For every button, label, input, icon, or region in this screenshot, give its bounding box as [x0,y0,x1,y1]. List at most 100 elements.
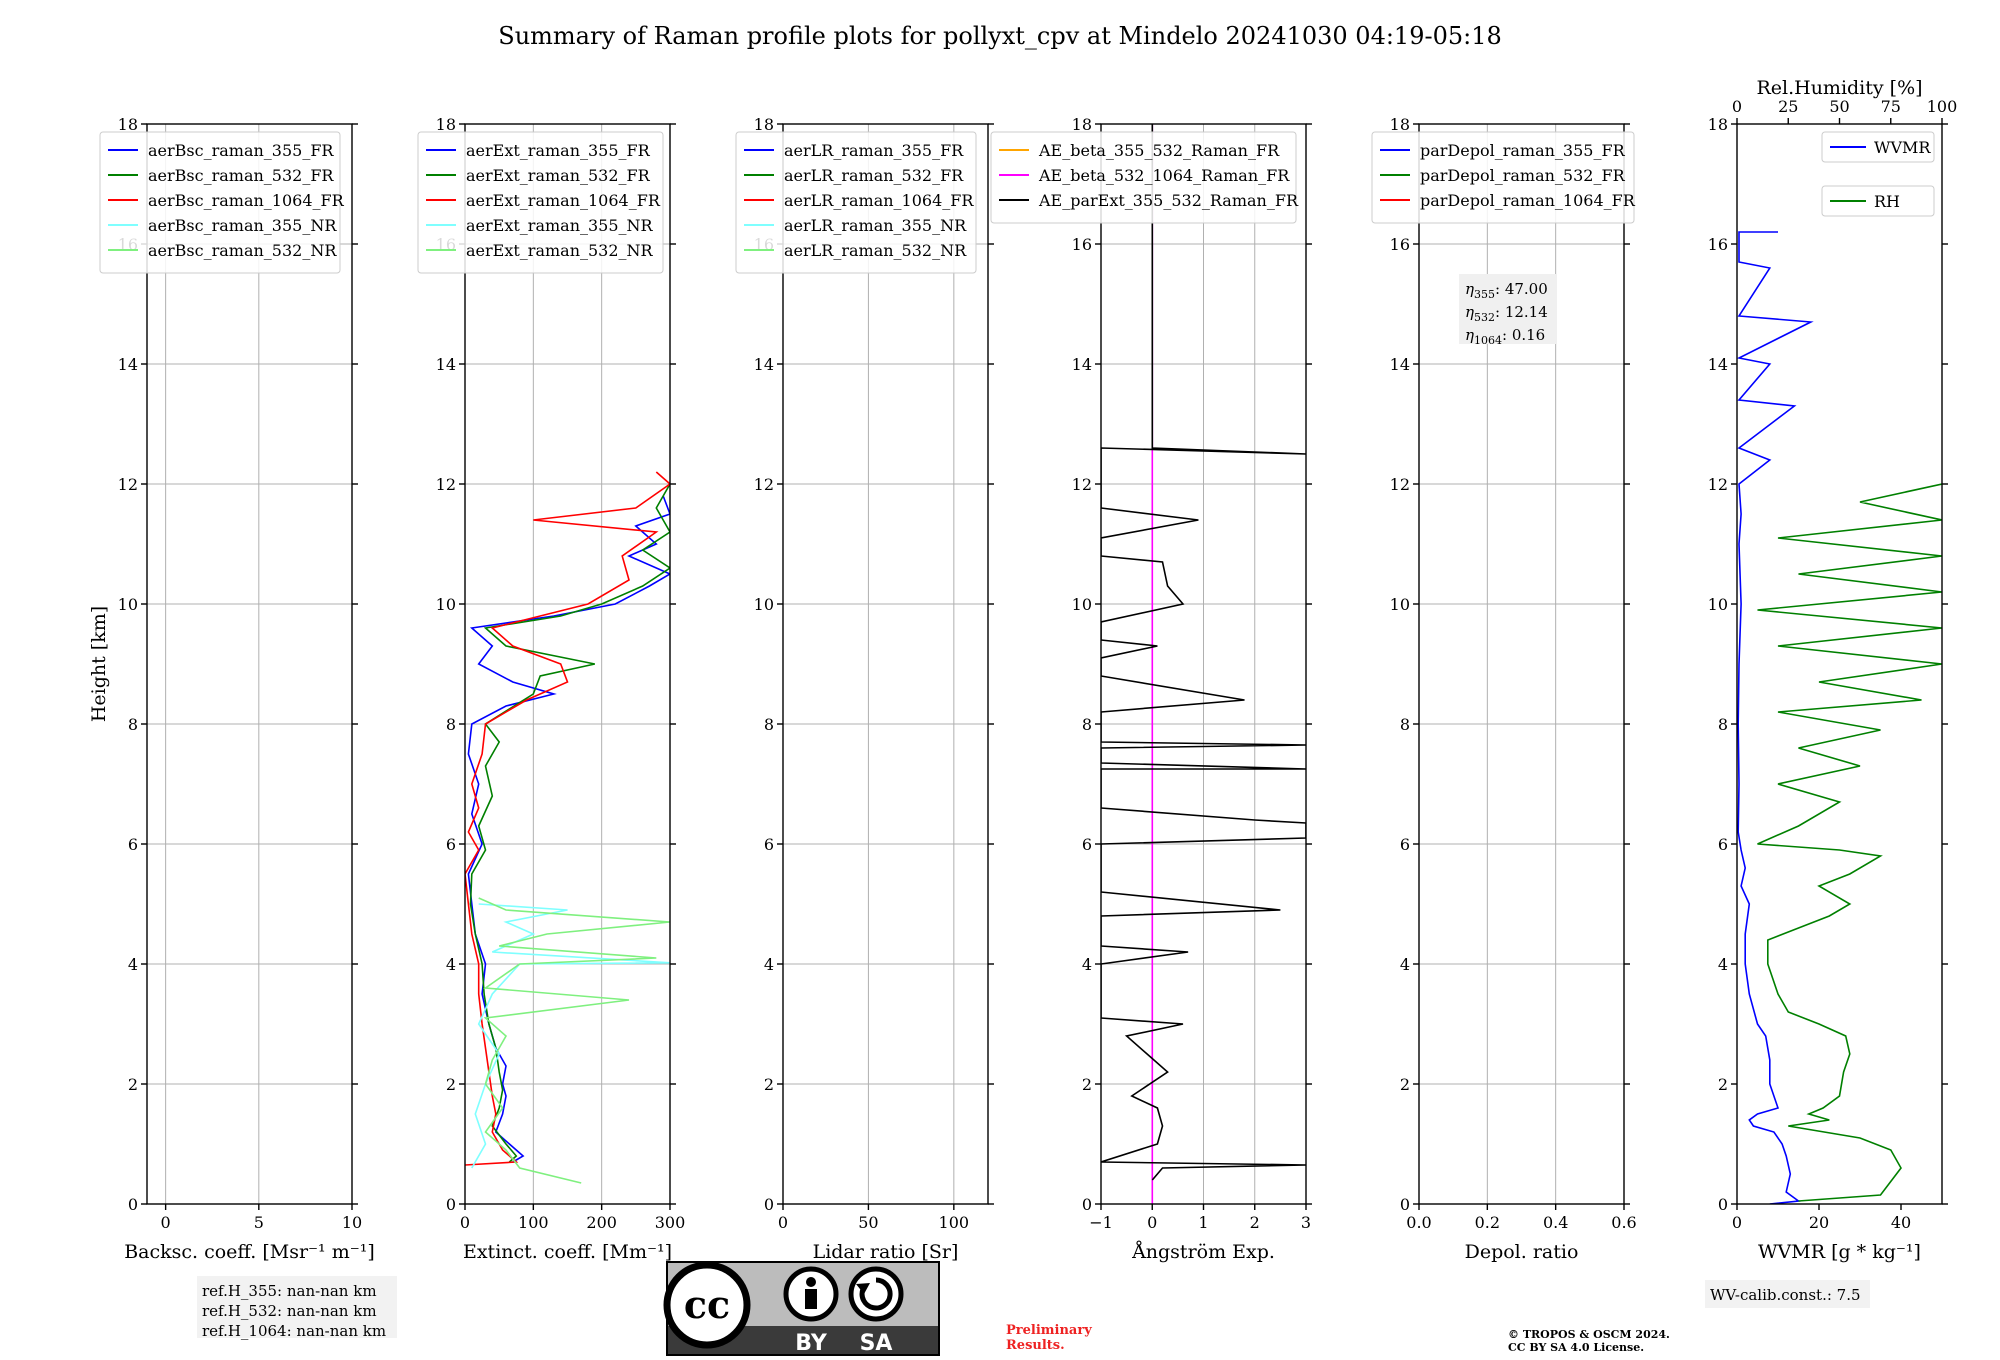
yaxis-label: Height [km] [88,606,110,722]
share-alike-icon [848,1266,904,1322]
xaxis-label: Ångström Exp. [1131,1241,1275,1263]
legend-box [990,131,1297,224]
ytick-label: 0 [128,1195,138,1214]
ref-height-355: ref.H_355: nan-nan km [202,1282,377,1300]
panels-group: 0246810121416180510Backsc. coeff. [Msr⁻¹… [88,77,1957,1263]
ytick-label: 12 [754,475,774,494]
xtick-label: 10 [342,1213,362,1232]
ytick-label: 14 [1390,355,1410,374]
eta-value: η532: 12.14 [1465,303,1548,324]
xtick-label: 300 [655,1213,686,1232]
ytick-label: 16 [1390,235,1410,254]
xtick-label: 200 [586,1213,617,1232]
series-line-aerExt_raman_1064_FR [465,471,670,1166]
xtick-label: 0 [778,1213,788,1232]
x2tick-label: 25 [1778,97,1798,116]
axes-frame [1736,123,1943,1205]
legend-label: aerLR_raman_532_FR [784,166,964,185]
series-line-RH [1757,483,1942,1202]
ytick-label: 2 [1400,1075,1410,1094]
xtick-label: 100 [939,1213,970,1232]
legend-box [1821,185,1935,217]
cc-by-sa-badge: cc BY SA [663,1261,940,1356]
ytick-label: 4 [764,955,774,974]
copyright-line1: © TROPOS & OSCM 2024. [1508,1328,1670,1341]
copyright-line2: CC BY SA 4.0 License. [1508,1341,1644,1354]
ytick-label: 18 [1072,115,1092,134]
ytick-label: 6 [446,835,456,854]
figure-title: Summary of Raman profile plots for polly… [498,22,1501,50]
x2tick-label: 0 [1732,97,1742,116]
ref-height-532: ref.H_532: nan-nan km [202,1302,377,1320]
wv-calib-text: WV-calib.const.: 7.5 [1710,1286,1861,1304]
ytick-label: 0 [764,1195,774,1214]
xaxis-label: WVMR [g * kg⁻¹] [1758,1241,1921,1263]
ytick-label: 12 [1708,475,1728,494]
ref-heights-box: ref.H_355: nan-nan km ref.H_532: nan-nan… [197,1276,397,1340]
ytick-label: 6 [1400,835,1410,854]
ytick-label: 8 [1718,715,1728,734]
ytick-label: 0 [446,1195,456,1214]
legend-label: aerLR_raman_532_NR [784,241,967,260]
eta-box [1459,274,1557,344]
axes-frame [782,123,989,1205]
ytick-label: 14 [1708,355,1728,374]
axes-frame [1418,123,1625,1205]
series-line-AE_parExt_355_532_Raman_FR [1101,124,1306,1181]
cc-logo-icon [663,1261,751,1349]
xtick-label: 0 [460,1213,470,1232]
xaxis-label: Extinct. coeff. [Mm⁻¹] [463,1241,672,1263]
ytick-label: 4 [1082,955,1092,974]
legend-label: aerBsc_raman_532_NR [148,241,337,260]
xaxis-label: Depol. ratio [1465,1241,1579,1263]
xtick-label: −1 [1089,1213,1113,1232]
ytick-label: 18 [1708,115,1728,134]
ytick-label: 10 [436,595,456,614]
x2tick-label: 75 [1881,97,1901,116]
cc-logo-text: cc [684,1282,730,1327]
ytick-label: 12 [1390,475,1410,494]
series-group [1101,124,1306,1204]
ytick-label: 2 [446,1075,456,1094]
legend-label: aerLR_raman_355_NR [784,216,967,235]
xaxis-label: Lidar ratio [Sr] [813,1241,959,1263]
ytick-label: 6 [1082,835,1092,854]
xtick-label: 0.0 [1406,1213,1431,1232]
xaxis-label: Backsc. coeff. [Msr⁻¹ m⁻¹] [124,1241,375,1263]
xtick-label: 40 [1891,1213,1911,1232]
legend-label: aerExt_raman_1064_FR [466,191,661,210]
ytick-label: 14 [754,355,774,374]
ytick-label: 8 [1082,715,1092,734]
ytick-label: 8 [1400,715,1410,734]
legend-label: parDepol_raman_1064_FR [1420,191,1636,210]
ytick-label: 18 [754,115,774,134]
ytick-label: 2 [128,1075,138,1094]
x2tick-label: 100 [1927,97,1958,116]
ytick-label: 14 [1072,355,1092,374]
series-line-aerExt_raman_532_NR [478,897,670,1184]
ytick-label: 0 [1718,1195,1728,1214]
legend-label: aerExt_raman_532_FR [466,166,651,185]
axes-frame [146,123,353,1205]
ytick-label: 4 [1400,955,1410,974]
ytick-label: 2 [1082,1075,1092,1094]
xtick-label: 3 [1301,1213,1311,1232]
ref-height-1064: ref.H_1064: nan-nan km [202,1322,386,1340]
ytick-label: 16 [1708,235,1728,254]
series-group [1737,231,1942,1204]
ytick-label: 12 [1072,475,1092,494]
ytick-label: 12 [118,475,138,494]
legend-label: AE_beta_532_1064_Raman_FR [1038,166,1290,185]
xtick-label: 0.4 [1543,1213,1568,1232]
xtick-label: 50 [858,1213,878,1232]
ytick-label: 10 [1708,595,1728,614]
panel-depolarization: 0 2 4 6 8 10 12 14 16 18 0.0 0.2 0.4 0.6 Depol. ratio p… [1371,115,1637,1263]
eta-value: η355: 47.00 [1465,280,1548,301]
x2axis-label: Rel.Humidity [%] [1756,77,1922,99]
legend-label: parDepol_raman_532_FR [1420,166,1626,185]
series-group [465,471,670,1184]
ytick-label: 4 [446,955,456,974]
legend-label: AE_beta_355_532_Raman_FR [1038,141,1280,160]
